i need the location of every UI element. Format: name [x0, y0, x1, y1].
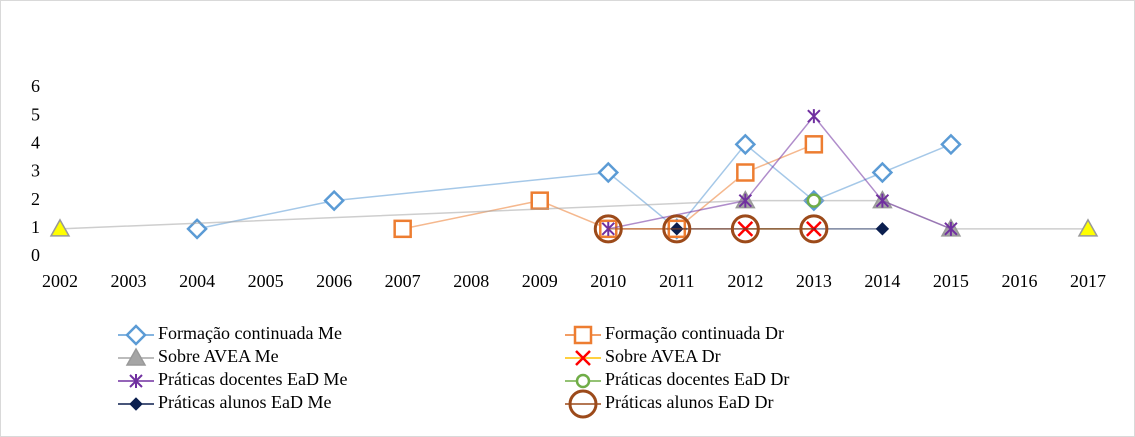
- marker: [804, 135, 824, 154]
- x-tick-label: 2013: [796, 271, 832, 291]
- marker: [736, 163, 755, 182]
- legend-label: Práticas alunos EaD Dr: [605, 392, 773, 412]
- legend-label: Sobre AVEA Me: [158, 346, 279, 366]
- legend-marker: [129, 397, 143, 411]
- marker: [875, 222, 890, 236]
- marker: [944, 221, 958, 236]
- legend-marker: [575, 373, 591, 389]
- legend-marker: [568, 389, 598, 419]
- legend-label: Formação continuada Dr: [605, 323, 784, 343]
- marker: [734, 133, 757, 156]
- x-tick-label: 2011: [659, 271, 694, 291]
- x-tick-label: 2012: [727, 271, 763, 291]
- marker: [662, 214, 692, 244]
- x-tick-label: 2004: [179, 271, 215, 291]
- marker: [940, 133, 962, 156]
- x-tick-label: 2017: [1070, 271, 1106, 291]
- x-tick-label: 2015: [933, 271, 969, 291]
- x-tick-label: 2002: [42, 271, 78, 291]
- legend-label: Práticas docentes EaD Dr: [605, 369, 789, 389]
- marker: [530, 191, 549, 210]
- x-tick-label: 2008: [453, 271, 489, 291]
- marker: [593, 214, 623, 244]
- y-tick-label: 0: [31, 245, 40, 265]
- y-tick-label: 1: [31, 217, 40, 237]
- x-tick-label: 2010: [590, 271, 626, 291]
- legend-marker: [573, 325, 593, 345]
- legend-marker: [129, 374, 143, 388]
- x-tick-label: 2007: [385, 271, 421, 291]
- legend-marker: [125, 347, 147, 366]
- marker: [806, 193, 822, 208]
- legend-marker: [125, 324, 147, 346]
- legend-label: Práticas alunos EaD Me: [158, 392, 331, 412]
- y-tick-label: 4: [31, 132, 40, 152]
- marker: [186, 218, 208, 240]
- series-line: [196, 143, 952, 230]
- y-tick-label: 5: [31, 104, 40, 124]
- legend-label: Práticas docentes EaD Me: [158, 369, 347, 389]
- legend-label: Sobre AVEA Dr: [605, 346, 721, 366]
- x-tick-label: 2006: [316, 271, 352, 291]
- marker: [393, 219, 412, 239]
- x-tick-label: 2005: [248, 271, 284, 291]
- x-tick-label: 2014: [864, 271, 900, 291]
- legend-marker: [575, 350, 591, 366]
- marker: [1077, 218, 1099, 237]
- marker: [730, 214, 760, 244]
- marker: [597, 161, 620, 184]
- y-tick-label: 2: [31, 189, 40, 209]
- marker: [738, 193, 753, 208]
- marker: [49, 218, 71, 237]
- marker: [799, 214, 829, 244]
- x-tick-label: 2016: [1001, 271, 1037, 291]
- marker: [871, 161, 894, 184]
- x-tick-label: 2003: [111, 271, 147, 291]
- marker: [875, 193, 890, 208]
- y-tick-label: 3: [31, 161, 40, 181]
- marker: [323, 189, 345, 212]
- y-tick-label: 6: [31, 76, 40, 96]
- x-tick-label: 2009: [522, 271, 558, 291]
- marker: [807, 109, 821, 124]
- legend-label: Formação continuada Me: [158, 323, 342, 343]
